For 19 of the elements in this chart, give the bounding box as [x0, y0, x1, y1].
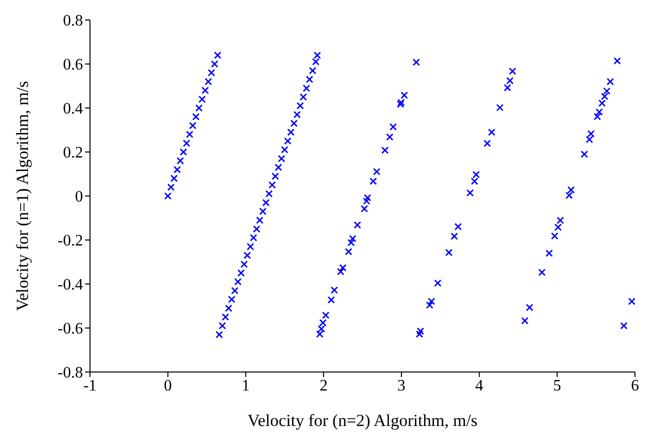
x-tick-label: 3 [397, 377, 406, 394]
y-tick-label: 0.8 [63, 12, 83, 30]
y-tick-label: 0.6 [63, 56, 83, 74]
x-tick-label: -1 [83, 377, 97, 394]
y-tick-label: 0.4 [63, 100, 83, 118]
y-axis-title: Velocity for (n=1) Algorithm, m/s [13, 80, 32, 312]
y-tick-label: -0.6 [58, 320, 83, 338]
y-tick-label: -0.8 [58, 364, 83, 382]
x-tick-label: 2 [320, 377, 328, 394]
y-tick-label: -0.4 [58, 276, 83, 294]
y-tick-label: 0.2 [63, 144, 83, 162]
x-axis-title: Velocity for (n=2) Algorithm, m/s [247, 411, 478, 430]
y-tick-label: 0 [75, 188, 83, 206]
x-tick-label: 6 [631, 377, 639, 394]
x-tick-label: 0 [164, 377, 172, 394]
y-tick-label: -0.2 [58, 232, 83, 250]
x-tick-label: 5 [553, 377, 562, 394]
x-tick-label: 4 [475, 377, 484, 394]
x-tick-label: 1 [242, 377, 250, 394]
